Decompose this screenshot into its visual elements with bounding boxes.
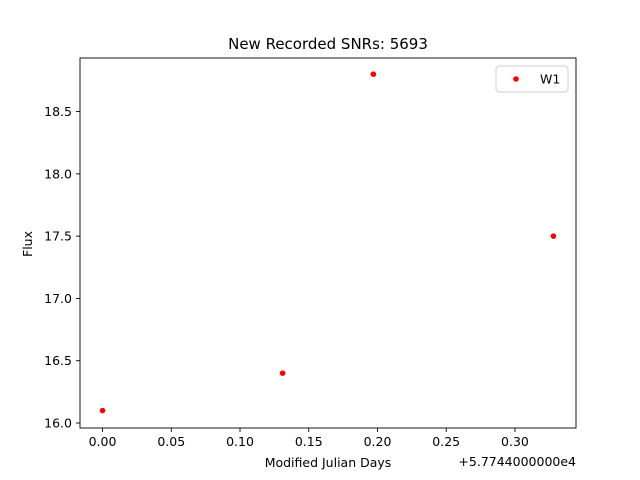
legend: W1	[495, 65, 569, 93]
y-tick-label: 16.5	[44, 353, 72, 368]
plot-area: 0.00 0.05 0.10 0.15 0.20 0.25 0.30 16.0 16.5 17.0…	[44, 57, 577, 449]
y-tick-label: 18.0	[44, 166, 72, 181]
x-axis-offset-label: +5.7744000000e4	[458, 454, 576, 469]
data-point	[279, 370, 286, 376]
x-tick-label: 0.10	[226, 434, 254, 449]
y-tick-label: 16.0	[44, 416, 72, 431]
x-tick-label: 0.00	[89, 434, 117, 449]
y-axis-label: Flux	[20, 231, 35, 257]
axes-frame	[79, 57, 577, 429]
x-tick-label: 0.30	[501, 434, 529, 449]
legend-marker	[513, 76, 519, 82]
y-tick-label: 18.5	[44, 104, 72, 119]
legend-label: W1	[540, 72, 560, 87]
x-tick-label: 0.25	[432, 434, 460, 449]
data-point	[99, 407, 106, 414]
x-tick-label: 0.05	[157, 434, 185, 449]
x-axis-label: Modified Julian Days	[265, 455, 392, 470]
data-point	[370, 71, 377, 77]
x-tick-label: 0.20	[364, 434, 392, 449]
y-tick-label: 17.5	[44, 229, 72, 244]
chart-title: New Recorded SNRs: 5693	[228, 35, 428, 53]
legend-box	[495, 65, 569, 93]
data-point	[550, 233, 557, 239]
y-tick-label: 17.0	[44, 291, 72, 306]
x-tick-label: 0.15	[295, 434, 323, 449]
